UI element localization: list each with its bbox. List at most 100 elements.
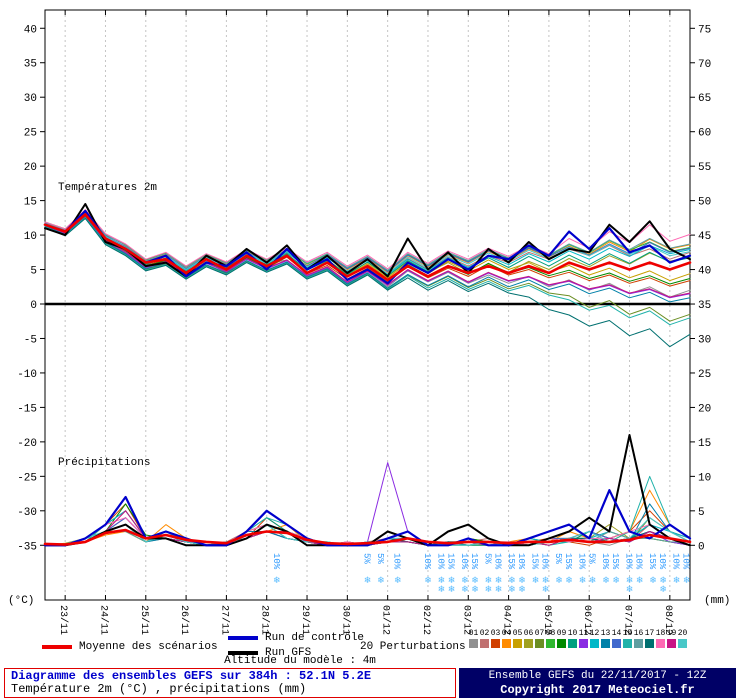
perturbation-06: 06 (523, 629, 534, 648)
temp-member-17 (44, 218, 691, 348)
perturbation-01: 01 (468, 629, 479, 648)
precipitation-section-title: Précipitations (58, 457, 150, 469)
temperature-section-title: Températures 2m (58, 182, 157, 194)
run-info-box: Ensemble GEFS du 22/11/2017 - 12Z Copyri… (459, 668, 736, 698)
perturbations-count-label: 20 Perturbations (360, 641, 466, 653)
snowflake-icon: ❄ (683, 576, 691, 586)
snow-probability-label: 10% (540, 553, 550, 570)
snowflake-icon: ❄ (555, 576, 563, 586)
perturbation-color-swatch (590, 639, 599, 648)
snowflake-icon: ❄ (532, 576, 540, 586)
perturbation-15: 15 (622, 629, 633, 648)
perturbation-08: 08 (545, 629, 556, 648)
snowflake-icon: ❄ (542, 585, 550, 595)
snow-probability-label: 15% (469, 553, 479, 570)
perturbation-color-swatch (645, 639, 654, 648)
perturbation-20: 20 (677, 629, 688, 648)
perturbation-17: 17 (644, 629, 655, 648)
x-date-label: 24/11 (97, 605, 109, 635)
snowflake-icon: ❄ (461, 585, 469, 595)
snow-probability-label: 10% (459, 553, 469, 570)
perturbation-color-swatch (469, 639, 478, 648)
snowflake-icon: ❄ (495, 576, 503, 586)
svg-text:-10: -10 (17, 369, 37, 381)
x-date-label: 29/11 (299, 605, 311, 635)
snowflake-icon: ❄ (508, 576, 516, 586)
snowflake-icon: ❄ (579, 576, 587, 586)
svg-text:65: 65 (698, 93, 711, 105)
snowflake-icon: ❄ (438, 576, 446, 586)
svg-text:15: 15 (24, 197, 37, 209)
perturbation-number: 02 (479, 629, 490, 638)
svg-text:45: 45 (698, 231, 711, 243)
snow-probability-label: 5% (553, 553, 563, 564)
temp-member-13 (44, 216, 691, 303)
perturbation-16: 16 (633, 629, 644, 648)
perturbation-number: 11 (578, 629, 589, 638)
snow-probability-label: 15% (445, 553, 455, 570)
snow-probability-label: 5% (375, 553, 385, 564)
svg-text:5: 5 (30, 266, 37, 278)
svg-text:0: 0 (30, 300, 37, 312)
perturbation-number: 12 (589, 629, 600, 638)
legend-mean: Moyenne des scénarios (42, 641, 218, 653)
precipitation-series (43, 434, 692, 547)
perturbation-color-swatch (678, 639, 687, 648)
snow-probability-label: 15% (563, 553, 573, 570)
run-info: Ensemble GEFS du 22/11/2017 - 12Z (488, 670, 707, 682)
perturbation-number: 14 (611, 629, 622, 638)
snow-probability-label: 10% (600, 553, 610, 570)
x-date-label: 30/11 (339, 605, 351, 635)
perturbation-number: 19 (666, 629, 677, 638)
perturbation-color-swatch (480, 639, 489, 648)
snowflake-icon: ❄ (448, 585, 456, 595)
svg-text:-5: -5 (24, 334, 37, 346)
snow-probability-label: 5% (362, 553, 372, 564)
svg-text:30: 30 (698, 335, 711, 347)
snow-probability-label: 15% (610, 553, 620, 570)
snowflake-icon: ❄ (273, 576, 281, 586)
legend-control: Run de contrôle (228, 632, 364, 644)
svg-text:5: 5 (698, 507, 705, 519)
snow-probability-label: 10% (671, 553, 681, 570)
svg-text:20: 20 (24, 162, 37, 174)
snow-probability-label: 15% (647, 553, 657, 570)
perturbation-color-swatch (535, 639, 544, 648)
snow-probability-label: 10% (634, 553, 644, 570)
snowflake-icon: ❄ (377, 576, 385, 586)
perturbation-number: 13 (600, 629, 611, 638)
svg-text:10: 10 (24, 231, 37, 243)
perturbation-19: 19 (666, 629, 677, 648)
svg-text:25: 25 (698, 369, 711, 381)
temp-member-07 (44, 216, 691, 322)
svg-text:25: 25 (24, 128, 37, 140)
perturbation-color-swatch (667, 639, 676, 648)
legend-gfs: Run GFS (228, 647, 311, 659)
snow-probability-label: 10% (435, 553, 445, 570)
snowflake-icon: ❄ (485, 585, 493, 595)
snow-probability-label: 10% (624, 553, 634, 570)
legend-mean-label: Moyenne des scénarios (79, 641, 218, 653)
svg-text:15: 15 (698, 438, 711, 450)
x-date-label: 07/12 (622, 605, 634, 635)
legend-gfs-label: Run GFS (265, 647, 312, 659)
snowflake-icon: ❄ (518, 585, 526, 595)
perturbation-color-swatch (502, 639, 511, 648)
left-axis-unit: (°C) (8, 595, 34, 607)
snowflake-icon: ❄ (438, 585, 446, 595)
x-date-label: 04/12 (501, 605, 513, 635)
snowflake-icon: ❄ (626, 585, 634, 595)
perturbation-number: 18 (655, 629, 666, 638)
snowflake-icon: ❄ (659, 585, 667, 595)
snow-probability-label: 5% (587, 553, 597, 564)
snow-annotations: 10%❄5%❄5%❄10%❄10%❄10%❄❄15%❄❄10%❄❄15%❄❄5%… (271, 553, 691, 595)
svg-text:30: 30 (24, 93, 37, 105)
x-date-label: 01/12 (380, 605, 392, 635)
y-axis-left: -35 -30 -25 -20 -15 -10 -5 0 5 10 15 20 25 30 35 40 (°C) (8, 24, 45, 607)
perturbation-11: 11 (578, 629, 589, 648)
legend-perturbations-label: 20 Perturbations (360, 641, 466, 653)
x-date-label: 06/12 (581, 605, 593, 635)
perturbation-number: 08 (545, 629, 556, 638)
model-altitude-label: Altitude du modèle : 4m (224, 655, 376, 667)
x-date-label: 05/12 (541, 605, 553, 635)
